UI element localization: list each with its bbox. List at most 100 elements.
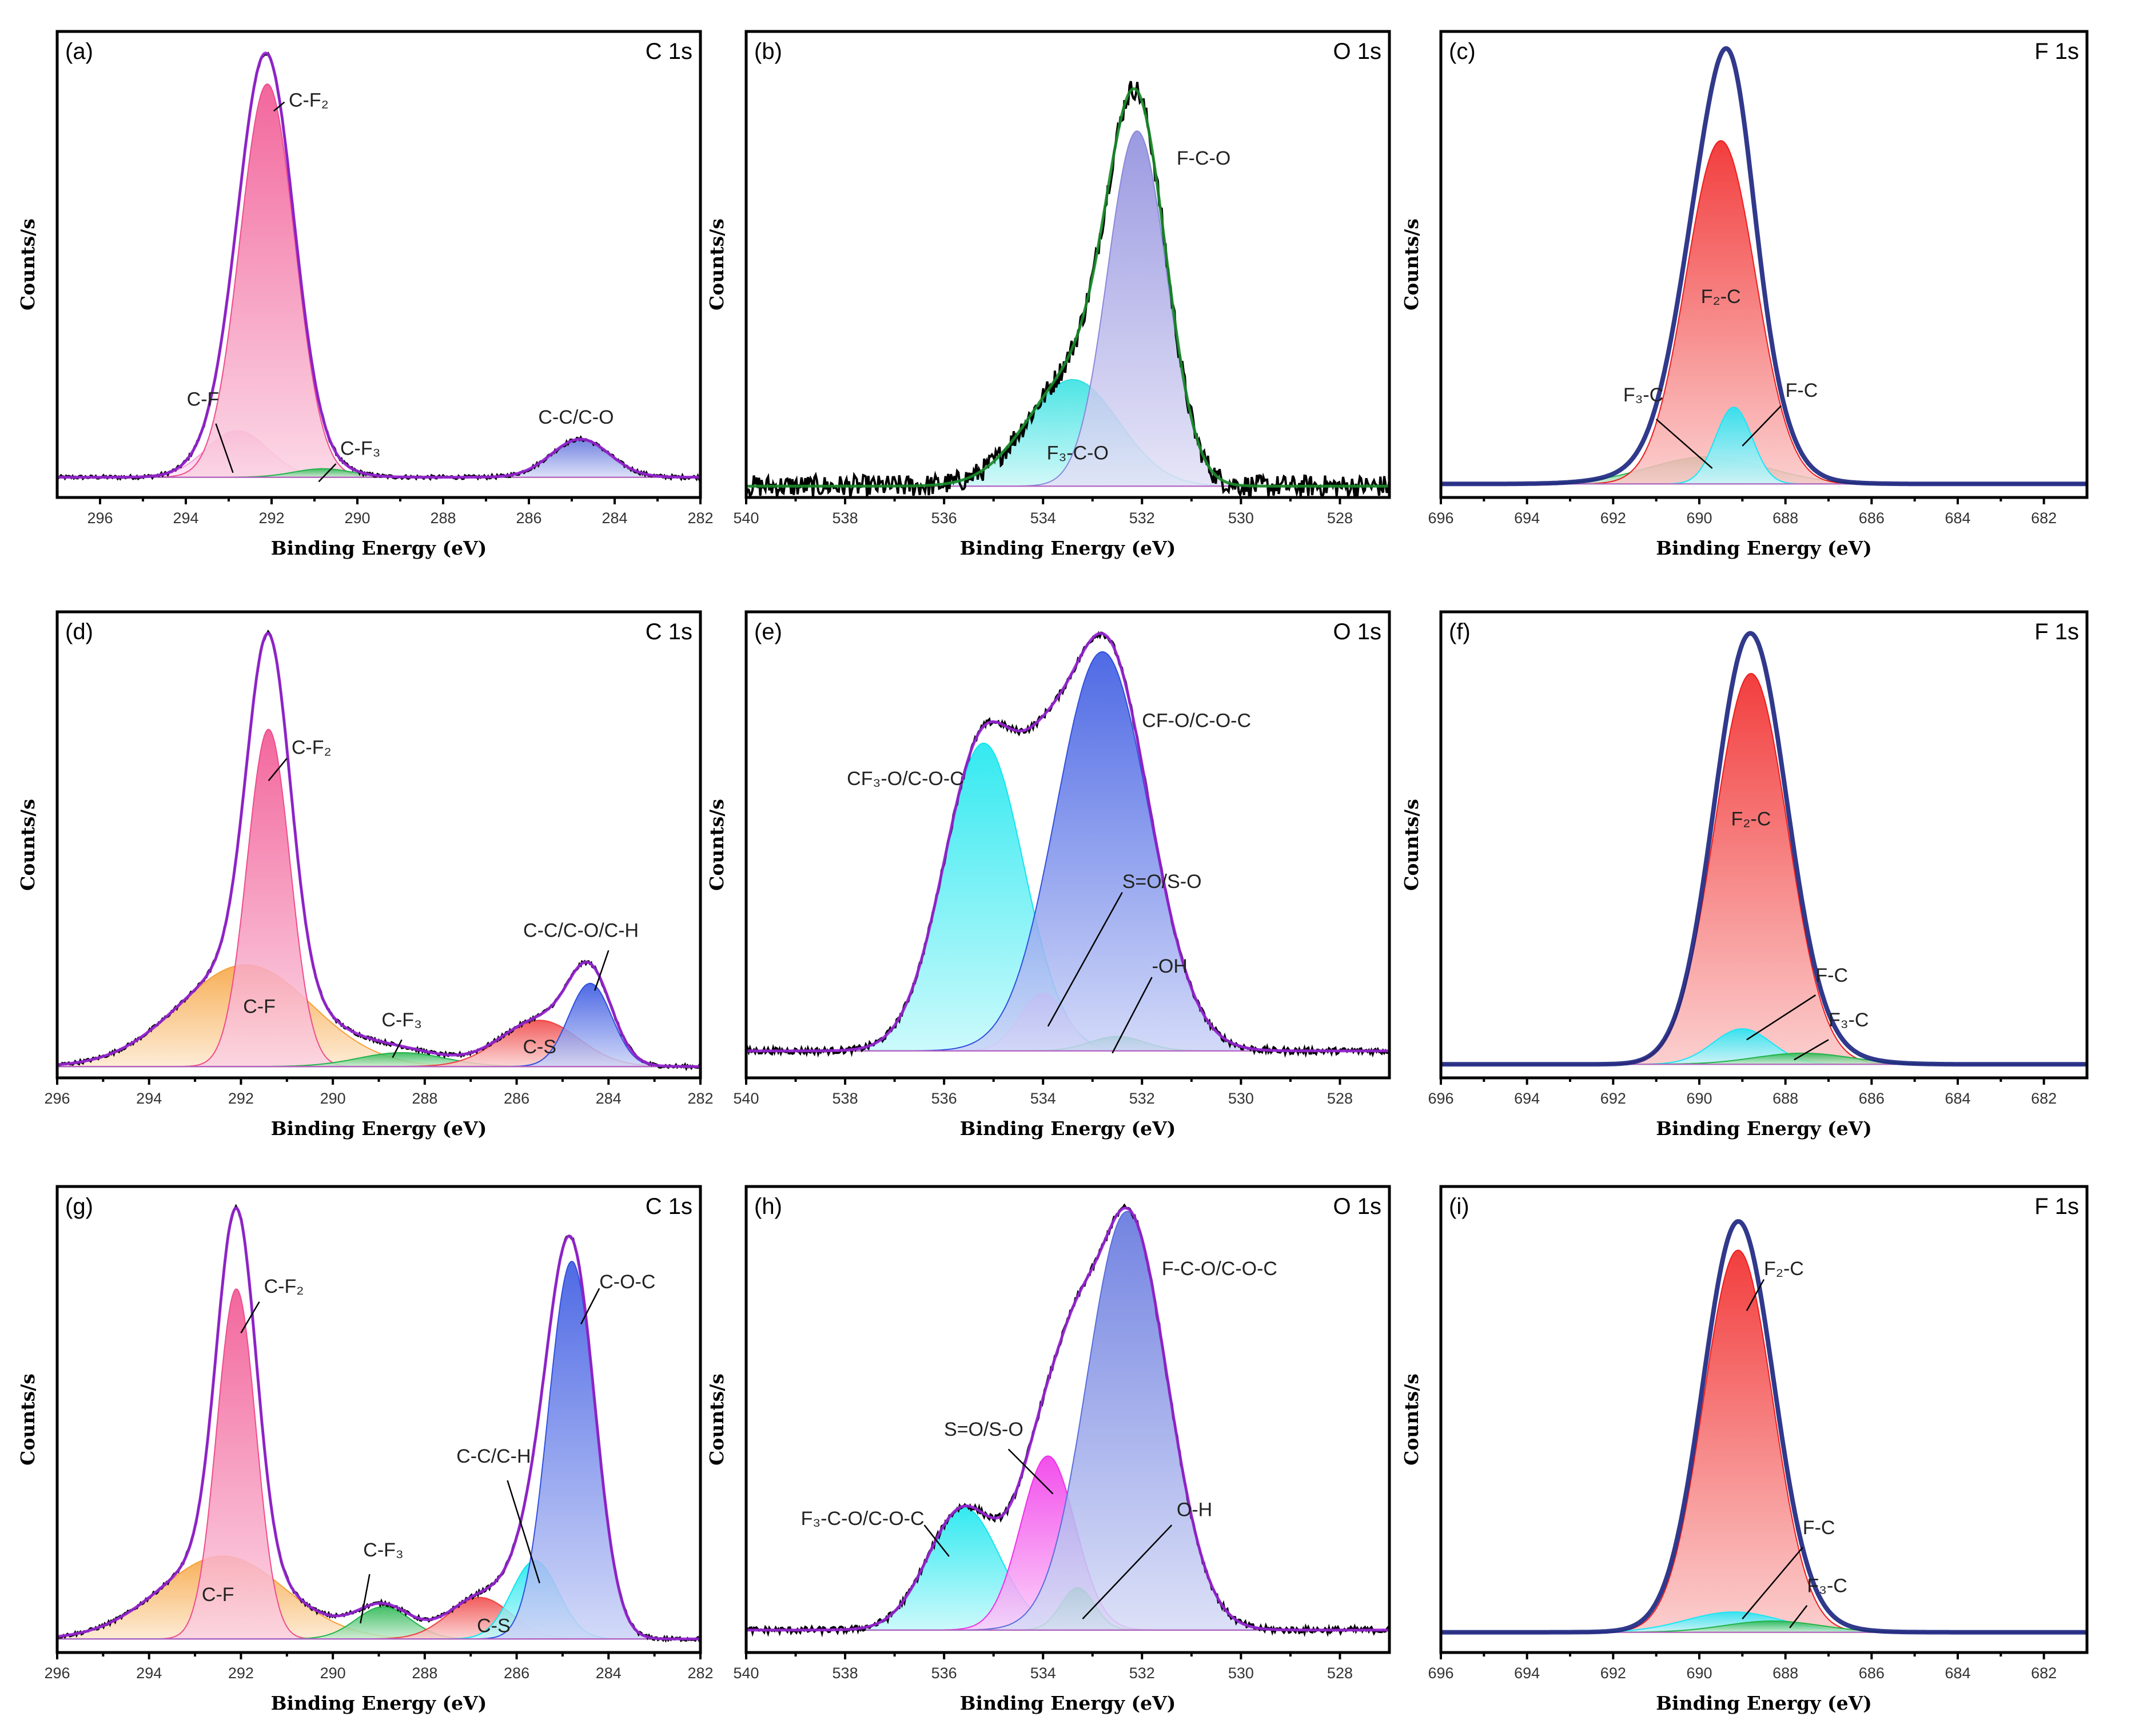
peak-label: F₂-C [1701, 286, 1741, 308]
x-axis-label: Binding Energy (eV) [1656, 1117, 1872, 1140]
x-tick-label: 688 [1772, 1090, 1798, 1107]
peak-label: C-F [187, 389, 220, 411]
panel-e: 540 538 536 534 532 530 528 Binding Energy (eV)… [706, 610, 1391, 1140]
x-tick-label: 538 [833, 1665, 858, 1682]
panel-c: 696 694 692 690 688 686 684 682 Binding Energy (… [1400, 30, 2089, 559]
core-level-label: O 1s [1333, 619, 1381, 644]
y-axis-label: Counts/s [1400, 218, 1423, 310]
peak-label: C-F₂ [264, 1276, 304, 1297]
peak-label: C-C/C-O [538, 407, 614, 428]
x-tick-label: 540 [733, 509, 759, 527]
x-tick-label: 530 [1228, 509, 1254, 527]
panel-label: (a) [65, 39, 93, 64]
leader-line [268, 758, 288, 782]
peak-label: C-C/C-O/C-H [523, 920, 639, 942]
x-tick-label: 534 [1030, 509, 1056, 527]
leader-line [1742, 1547, 1803, 1619]
peak-label: C-F [202, 1584, 234, 1606]
core-level-label: O 1s [1333, 39, 1381, 64]
x-tick-label: 296 [44, 1090, 70, 1107]
x-tick-label: 690 [1686, 509, 1712, 527]
x-tick-label: 284 [596, 1090, 622, 1107]
x-tick-label: 294 [136, 1090, 162, 1107]
x-tick-label: 682 [2031, 1665, 2057, 1682]
x-tick-label: 528 [1327, 509, 1353, 527]
panel-f: 696 694 692 690 688 686 684 682 Binding Energy (… [1400, 610, 2089, 1140]
peak-label: F-C-O [1177, 148, 1230, 169]
x-axis-label: Binding Energy (eV) [960, 537, 1176, 559]
x-axis-label: Binding Energy (eV) [1656, 1692, 1872, 1714]
leader-line [360, 1574, 371, 1624]
peak-label: F₃-C [1829, 1009, 1869, 1031]
x-tick-label: 686 [1859, 509, 1885, 527]
peak-label: F₂-C [1731, 808, 1771, 830]
plot-area [1441, 631, 2087, 1067]
x-tick-label: 292 [228, 1665, 254, 1682]
x-tick-label: 528 [1327, 1665, 1353, 1682]
peak-label: C-F₃ [363, 1539, 404, 1561]
peak-label: CF₃-O/C-O-C [847, 768, 964, 790]
leader-line [923, 1524, 950, 1557]
panel-b: 540 538 536 534 532 530 528 Binding Energy (eV)… [706, 30, 1391, 559]
y-axis-label: Counts/s [17, 799, 39, 891]
x-tick-label: 686 [1859, 1090, 1885, 1107]
leader-line [1047, 891, 1123, 1027]
envelope-line [1441, 1219, 2087, 1635]
x-tick-label: 682 [2031, 509, 2057, 527]
peak-label: CF-O/C-O-C [1142, 710, 1251, 732]
leader-line [1655, 419, 1713, 469]
core-level-label: F 1s [2034, 1194, 2079, 1219]
leader-line [1746, 1279, 1765, 1311]
envelope-line [57, 1206, 700, 1641]
leader-line [1742, 405, 1782, 447]
x-tick-label: 292 [258, 509, 284, 527]
plot-area [1441, 46, 2087, 487]
peak-label: F₂-C [1764, 1258, 1804, 1280]
x-tick-label: 294 [173, 509, 198, 527]
peak-label: C-O-C [599, 1271, 655, 1293]
panel-label: (g) [65, 1194, 93, 1219]
x-tick-label: 692 [1600, 1090, 1626, 1107]
panel-label: (c) [1449, 39, 1476, 64]
panel-label: (e) [754, 619, 782, 644]
panel-label: (i) [1449, 1194, 1469, 1219]
leader-line [1746, 994, 1817, 1041]
x-tick-label: 690 [1686, 1090, 1712, 1107]
x-tick-label: 290 [344, 509, 370, 527]
component-c-1 [1441, 140, 2087, 485]
leader-line [1112, 977, 1153, 1054]
plot-frame [744, 30, 1391, 499]
envelope-line [57, 631, 700, 1068]
peak-label: C-F₃ [381, 1009, 422, 1031]
x-tick-label: 536 [931, 1090, 957, 1107]
plot-area [746, 631, 1389, 1058]
x-tick-label: 532 [1129, 1665, 1155, 1682]
x-tick-label: 684 [1945, 1665, 1970, 1682]
peak-label: F₃-C-O/C-O-C [801, 1508, 925, 1530]
envelope-line [1441, 631, 2087, 1067]
x-tick-label: 290 [320, 1665, 346, 1682]
plot-frame [55, 30, 702, 499]
plot-area [1441, 1219, 2087, 1635]
x-tick-label: 528 [1327, 1090, 1353, 1107]
x-tick-label: 292 [228, 1090, 254, 1107]
y-axis-label: Counts/s [17, 218, 39, 310]
x-tick-label: 290 [320, 1090, 346, 1107]
panel-label: (d) [65, 619, 93, 644]
core-level-label: C 1s [646, 39, 692, 64]
leader-line [580, 1288, 600, 1325]
x-tick-label: 696 [1428, 1090, 1453, 1107]
x-tick-label: 538 [833, 509, 858, 527]
plot-frame [1439, 30, 2089, 499]
peak-label: F₃-C [1807, 1575, 1847, 1596]
leader-line [1007, 1448, 1054, 1495]
x-tick-label: 688 [1772, 509, 1798, 527]
x-axis-label: Binding Energy (eV) [960, 1692, 1176, 1714]
panel-d: 296 294 292 290 288 286 284 282 Binding Energy (… [17, 610, 714, 1140]
x-tick-label: 532 [1129, 1090, 1155, 1107]
panel-g: 296 294 292 290 288 286 284 282 Binding Energy (… [17, 1185, 714, 1714]
peak-label: C-C/C-H [456, 1446, 531, 1467]
peak-label: C-F₂ [289, 89, 329, 111]
x-tick-label: 692 [1600, 509, 1626, 527]
